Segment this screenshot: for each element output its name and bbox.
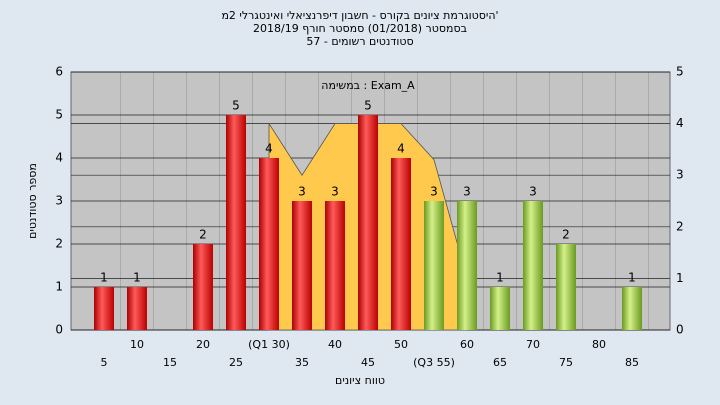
bar xyxy=(457,201,477,330)
chart-subtitle: סטודנטים רשומים - 57 xyxy=(306,35,413,48)
y2-tick-label: 1 xyxy=(676,271,684,285)
bar xyxy=(391,158,411,330)
y-tick-label: 1 xyxy=(55,280,63,294)
y-tick-label: 5 xyxy=(55,108,63,122)
y2-tick-label: 5 xyxy=(676,65,684,79)
value-label: 3 xyxy=(430,185,438,199)
x-tick-label: 40 xyxy=(328,338,342,351)
value-label: 3 xyxy=(463,185,471,199)
y2-tick-label: 3 xyxy=(676,168,684,182)
value-label: 4 xyxy=(397,142,405,156)
value-label: 2 xyxy=(562,228,570,242)
x-tick-label: 75 xyxy=(559,356,573,369)
y2-tick-label: 4 xyxy=(676,116,684,130)
x-tick-label: 15 xyxy=(163,356,177,369)
x-tick-label: 65 xyxy=(493,356,507,369)
bar xyxy=(424,201,444,330)
x-axis-label: טווח ציונים xyxy=(335,374,385,387)
x-tick-label: 20 xyxy=(196,338,210,351)
bar xyxy=(523,201,543,330)
value-label: 1 xyxy=(628,271,636,285)
value-label: 1 xyxy=(496,271,504,285)
x-tick-label: 50 xyxy=(394,338,408,351)
value-label: 3 xyxy=(298,185,306,199)
annotation: Exam_A : במשימה xyxy=(321,79,415,92)
value-label: 5 xyxy=(364,99,372,113)
chart-subtitle: בסמסטר (01/2018) סמסטר חורף 2018/19 xyxy=(253,22,467,35)
x-tick-label: 60 xyxy=(460,338,474,351)
x-tick-label: (Q1 30) xyxy=(248,338,290,351)
bar xyxy=(127,287,147,330)
y2-tick-label: 0 xyxy=(676,323,684,337)
value-label: 1 xyxy=(133,271,141,285)
bar xyxy=(94,287,114,330)
bar xyxy=(556,244,576,330)
x-tick-label: 25 xyxy=(229,356,243,369)
bar xyxy=(622,287,642,330)
value-label: 3 xyxy=(331,185,339,199)
value-label: 1 xyxy=(100,271,108,285)
bar xyxy=(490,287,510,330)
bar xyxy=(193,244,213,330)
y-tick-label: 2 xyxy=(55,237,63,251)
y-tick-label: 6 xyxy=(55,65,63,79)
y-tick-label: 0 xyxy=(55,323,63,337)
chart-title: 'היסטוגרמת ציונים בקורס - חשבון דיפרנציא… xyxy=(221,9,498,22)
x-tick-label: 85 xyxy=(625,356,639,369)
value-label: 5 xyxy=(232,99,240,113)
bar xyxy=(358,115,378,330)
x-tick-label: 35 xyxy=(295,356,309,369)
value-label: 3 xyxy=(529,185,537,199)
x-tick-label: (Q3 55) xyxy=(413,356,455,369)
x-tick-label: 70 xyxy=(526,338,540,351)
value-label: 2 xyxy=(199,228,207,242)
x-tick-label: 10 xyxy=(130,338,144,351)
value-label: 4 xyxy=(265,142,273,156)
x-tick-label: 45 xyxy=(361,356,375,369)
x-tick-label: 5 xyxy=(101,356,108,369)
bar xyxy=(292,201,312,330)
x-tick-label: 80 xyxy=(592,338,606,351)
y-tick-label: 4 xyxy=(55,151,63,165)
y-tick-label: 3 xyxy=(55,194,63,208)
y-axis-label: מספר סטודנטים xyxy=(26,163,39,239)
bar xyxy=(325,201,345,330)
y2-tick-label: 2 xyxy=(676,219,684,233)
bar xyxy=(226,115,246,330)
bar xyxy=(259,158,279,330)
